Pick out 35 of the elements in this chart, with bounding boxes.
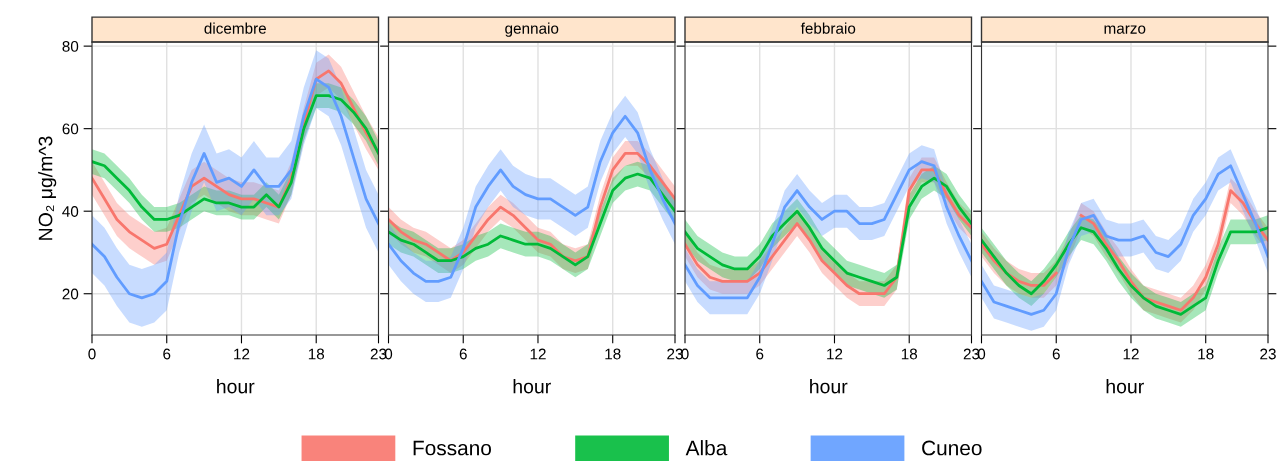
x-tick-label: 12 [530,348,546,360]
x-tick-label: 6 [756,348,764,360]
line-series [92,77,379,300]
x-tick-label: 18 [308,348,325,360]
chart-title: febbraio [800,22,856,34]
x-axis-title: hour [217,379,255,394]
x-tick-label: 23 [963,348,980,360]
y-tick-label: 80 [62,40,79,52]
x-tick-label: 18 [1198,348,1214,360]
x-tick-label: 23 [370,348,387,360]
x-tick-label: 12 [1123,348,1139,360]
legend-label: Cuneo [922,440,982,456]
x-tick-label: 23 [667,348,683,360]
x-tick-label: 0 [88,348,96,360]
chart-title: gennaio [505,22,559,37]
x-tick-label: 6 [1052,348,1060,360]
legend-label: Alba [685,440,728,456]
x-tick-label: 18 [901,348,918,360]
x-axis-title: hour [513,379,551,394]
x-tick-label: 0 [681,348,689,360]
x-tick-label: 18 [605,348,621,360]
x-tick-label: 12 [234,348,250,360]
chart-title: dicembre [204,22,266,34]
legend-label: Fossano [413,440,491,456]
x-tick-label: 6 [163,348,171,360]
y-axis-title: NO₂ μg/m^3 [38,136,57,240]
x-tick-label: 12 [827,348,843,360]
x-axis-title: hour [810,379,848,394]
y-tick-label: 40 [62,206,79,217]
x-axis-title: hour [1106,379,1144,394]
y-tick-label: 20 [62,288,79,300]
x-tick-label: 6 [459,348,467,360]
y-tick-label: 60 [62,123,79,135]
chart-title: marzo [1104,25,1146,34]
x-tick-label: 23 [1260,348,1276,360]
